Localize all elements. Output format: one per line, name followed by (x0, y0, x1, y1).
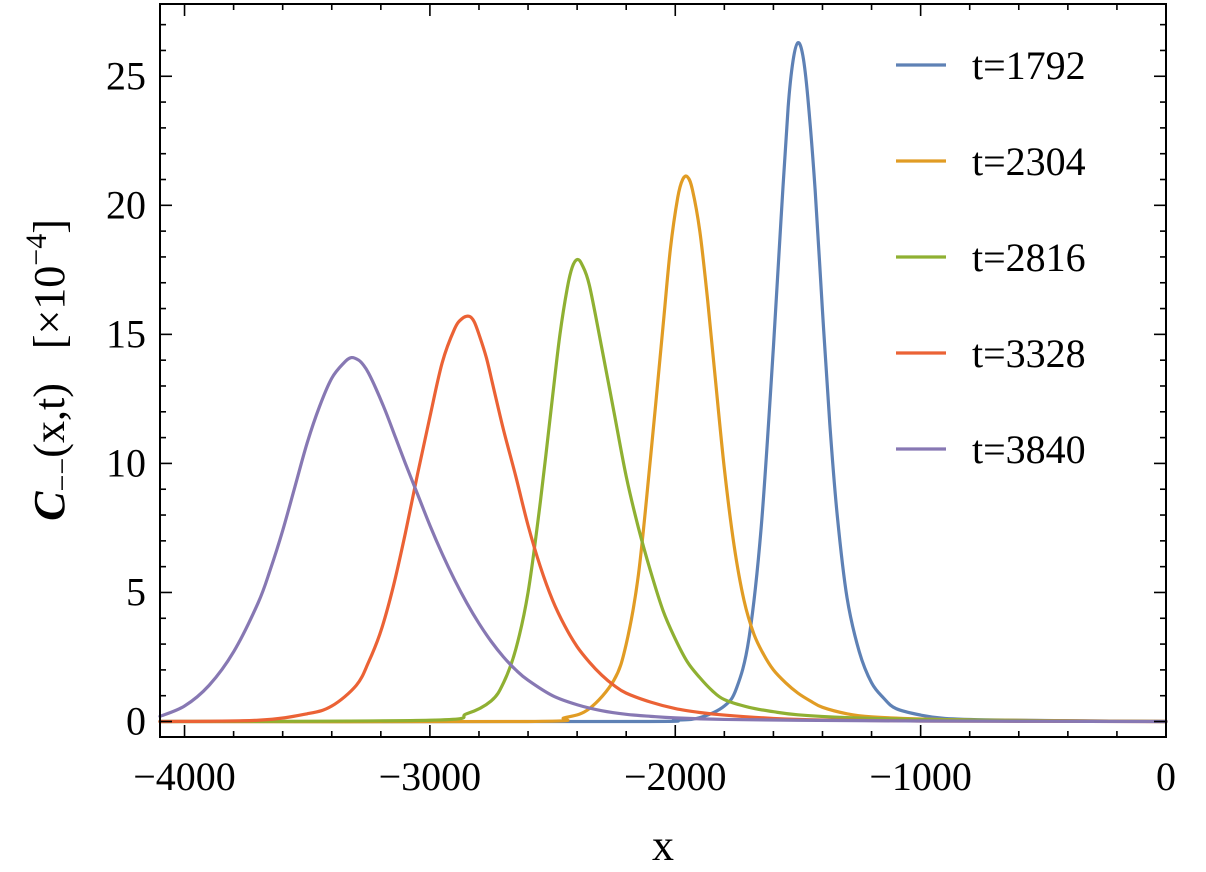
axis-ticks (160, 4, 1167, 737)
legend-label-2: t=2816 (972, 235, 1086, 280)
legend-label-1: t=2304 (972, 139, 1086, 184)
y-tick-label-1: 5 (126, 569, 146, 614)
series-lines (158, 41, 1168, 724)
legend-label-0: t=1792 (972, 43, 1086, 88)
y-tick-label-3: 15 (106, 311, 146, 356)
y-axis-scale-exponent: −4 (20, 234, 53, 266)
plot-frame (159, 3, 1167, 738)
y-tick-label-0: 0 (126, 699, 146, 744)
legend-label-4: t=3840 (972, 427, 1086, 472)
x-tick-label-4: 0 (1156, 754, 1176, 799)
x-tick-label-2: −2000 (624, 754, 727, 799)
x-axis-label: x (652, 821, 674, 870)
y-axis-scale-suffix: ] (25, 219, 74, 234)
y-axis-args: (x,t) (25, 383, 74, 458)
series-line-4 (158, 355, 1168, 724)
series-line-2 (158, 257, 1168, 724)
y-tick-label-4: 20 (106, 182, 146, 227)
series-line-0 (158, 41, 1168, 724)
y-tick-label-2: 10 (106, 440, 146, 485)
y-axis-subscript: −− (46, 458, 79, 492)
y-axis-label: C−−(x,t) [×10−4] (20, 219, 79, 521)
x-tick-label-0: −4000 (133, 754, 236, 799)
series-line-1 (158, 174, 1168, 724)
series-line-3 (158, 314, 1168, 724)
legend: t=1792 t=2304 t=2816 t=3328 t=3840 (896, 43, 1086, 472)
tick-labels: −4000 −3000 −2000 −1000 0 0 5 10 15 20 25 (106, 53, 1176, 799)
y-tick-label-5: 25 (106, 53, 146, 98)
x-tick-label-3: −1000 (869, 754, 972, 799)
x-tick-label-1: −3000 (379, 754, 482, 799)
y-axis-scale-prefix: [×10 (25, 266, 74, 349)
legend-label-3: t=3328 (972, 331, 1086, 376)
y-axis-symbol: C (25, 491, 74, 521)
